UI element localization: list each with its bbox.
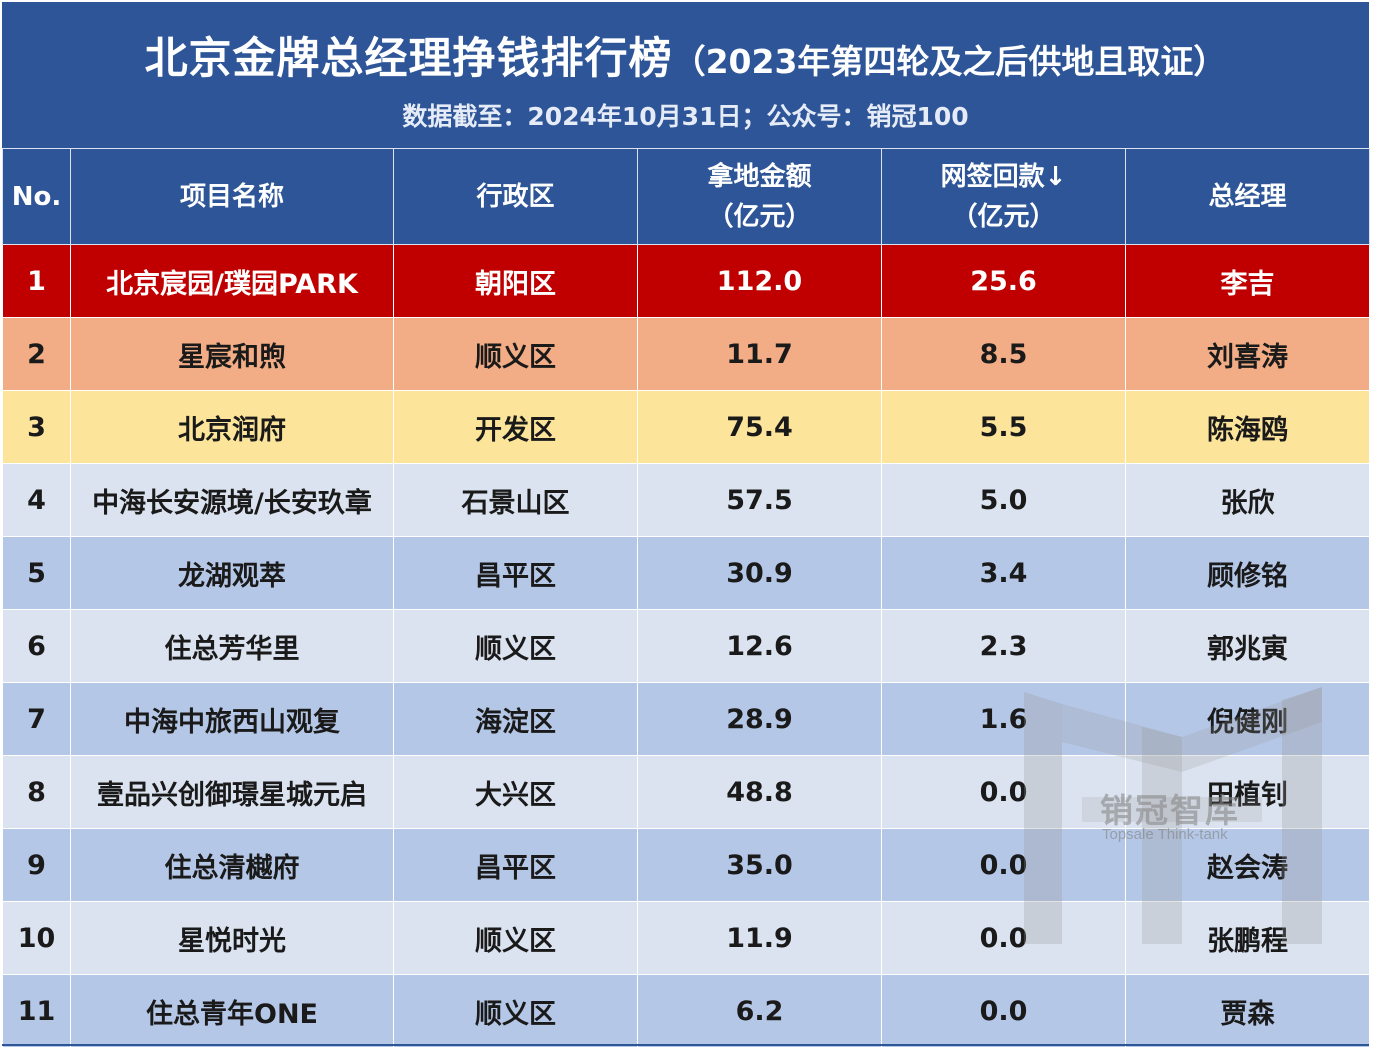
header-payback-unit: （亿元） xyxy=(951,201,1056,232)
general-manager-cell: 陈海鸥 xyxy=(1125,390,1370,464)
title-suffix: （2023年第四轮及之后供地且取证） xyxy=(672,42,1227,81)
land-amount-cell: 30.9 xyxy=(637,536,882,610)
table-row: 4 中海长安源境/长安玖章 石景山区 57.5 5.0 张欣 xyxy=(2,463,1370,537)
payback-amount-cell: 0.0 xyxy=(881,828,1126,902)
project-name-cell: 住总芳华里 xyxy=(70,609,394,683)
project-name-cell: 星宸和煦 xyxy=(70,317,394,391)
land-amount-cell: 28.9 xyxy=(637,682,882,756)
row-no-cell: 2 xyxy=(2,317,71,391)
table-row: 3 北京润府 开发区 75.4 5.5 陈海鸥 xyxy=(2,390,1370,464)
project-name-cell: 中海中旅西山观复 xyxy=(70,682,394,756)
row-no-cell: 8 xyxy=(2,755,71,829)
header-payback-label: 网签回款↓ xyxy=(940,161,1067,192)
land-amount-cell: 112.0 xyxy=(637,244,882,318)
payback-amount-cell: 0.0 xyxy=(881,901,1126,975)
table-row: 5 龙湖观萃 昌平区 30.9 3.4 顾修铭 xyxy=(2,536,1370,610)
general-manager-cell: 郭兆寅 xyxy=(1125,609,1370,683)
table-row: 8 壹品兴创御璟星城元启 大兴区 48.8 0.0 田植钊 xyxy=(2,755,1370,829)
row-no-cell: 1 xyxy=(2,244,71,318)
payback-amount-cell: 0.0 xyxy=(881,755,1126,829)
row-no-cell: 10 xyxy=(2,901,71,975)
page-title: 北京金牌总经理挣钱排行榜 xyxy=(144,34,673,84)
general-manager-cell: 倪健刚 xyxy=(1125,682,1370,756)
project-name-cell: 壹品兴创御璟星城元启 xyxy=(70,755,394,829)
header-no: No. xyxy=(2,148,71,245)
row-no-cell: 7 xyxy=(2,682,71,756)
land-amount-cell: 11.9 xyxy=(637,901,882,975)
table-row: 11 住总青年ONE 顺义区 6.2 0.0 贾森 xyxy=(2,974,1370,1048)
general-manager-cell: 田植钊 xyxy=(1125,755,1370,829)
title-line: 北京金牌总经理挣钱排行榜（2023年第四轮及之后供地且取证） xyxy=(2,24,1369,86)
row-no-cell: 5 xyxy=(2,536,71,610)
header-district: 行政区 xyxy=(393,148,638,245)
district-cell: 石景山区 xyxy=(393,463,638,537)
general-manager-cell: 张欣 xyxy=(1125,463,1370,537)
project-name-cell: 龙湖观萃 xyxy=(70,536,394,610)
row-no-cell: 6 xyxy=(2,609,71,683)
land-amount-cell: 12.6 xyxy=(637,609,882,683)
payback-amount-cell: 8.5 xyxy=(881,317,1126,391)
payback-amount-cell: 3.4 xyxy=(881,536,1126,610)
table-row: 6 住总芳华里 顺义区 12.6 2.3 郭兆寅 xyxy=(2,609,1370,683)
district-cell: 顺义区 xyxy=(393,901,638,975)
title-banner: 北京金牌总经理挣钱排行榜（2023年第四轮及之后供地且取证） 数据截至：2024… xyxy=(2,2,1369,148)
payback-amount-cell: 1.6 xyxy=(881,682,1126,756)
land-amount-cell: 48.8 xyxy=(637,755,882,829)
general-manager-cell: 顾修铭 xyxy=(1125,536,1370,610)
row-no-cell: 4 xyxy=(2,463,71,537)
project-name-cell: 北京宸园/璞园PARK xyxy=(70,244,394,318)
payback-amount-cell: 0.0 xyxy=(881,974,1126,1048)
table-row: 7 中海中旅西山观复 海淀区 28.9 1.6 倪健刚 xyxy=(2,682,1370,756)
general-manager-cell: 赵会涛 xyxy=(1125,828,1370,902)
district-cell: 顺义区 xyxy=(393,609,638,683)
watermark-text: 销冠智库 xyxy=(1100,791,1240,830)
table-row: 2 星宸和煦 顺义区 11.7 8.5 刘喜涛 xyxy=(2,317,1370,391)
header-land-amount-unit: （亿元） xyxy=(707,201,812,232)
general-manager-cell: 贾森 xyxy=(1125,974,1370,1048)
payback-amount-cell: 5.0 xyxy=(881,463,1126,537)
project-name-cell: 住总青年ONE xyxy=(70,974,394,1048)
header-payback[interactable]: 网签回款↓ （亿元） xyxy=(881,148,1126,245)
header-land-amount: 拿地金额 （亿元） xyxy=(637,148,882,245)
district-cell: 开发区 xyxy=(393,390,638,464)
land-amount-cell: 35.0 xyxy=(637,828,882,902)
bottom-border xyxy=(2,1044,1369,1046)
district-cell: 朝阳区 xyxy=(393,244,638,318)
project-name-cell: 住总清樾府 xyxy=(70,828,394,902)
district-cell: 海淀区 xyxy=(393,682,638,756)
payback-amount-cell: 2.3 xyxy=(881,609,1126,683)
table-row: 9 住总清樾府 昌平区 35.0 0.0 赵会涛 xyxy=(2,828,1370,902)
payback-amount-cell: 5.5 xyxy=(881,390,1126,464)
general-manager-cell: 张鹏程 xyxy=(1125,901,1370,975)
data-source-note: 数据截至：2024年10月31日；公众号：销冠100 xyxy=(402,102,969,131)
land-amount-cell: 75.4 xyxy=(637,390,882,464)
general-manager-cell: 李吉 xyxy=(1125,244,1370,318)
payback-amount-cell: 25.6 xyxy=(881,244,1126,318)
land-amount-cell: 11.7 xyxy=(637,317,882,391)
land-amount-cell: 6.2 xyxy=(637,974,882,1048)
table-row: 10 星悦时光 顺义区 11.9 0.0 张鹏程 xyxy=(2,901,1370,975)
header-manager: 总经理 xyxy=(1125,148,1370,245)
watermark-subtext: Topsale Think-tank xyxy=(1102,826,1228,843)
row-no-cell: 9 xyxy=(2,828,71,902)
row-no-cell: 3 xyxy=(2,390,71,464)
project-name-cell: 北京润府 xyxy=(70,390,394,464)
header-land-amount-label: 拿地金额 xyxy=(707,161,812,192)
district-cell: 大兴区 xyxy=(393,755,638,829)
district-cell: 顺义区 xyxy=(393,974,638,1048)
district-cell: 昌平区 xyxy=(393,536,638,610)
table-body: 1 北京宸园/璞园PARK 朝阳区 112.0 25.6 李吉 2 星宸和煦 顺义区 11.7 8.… xyxy=(2,244,1370,1048)
table-row: 1 北京宸园/璞园PARK 朝阳区 112.0 25.6 李吉 xyxy=(2,244,1370,318)
project-name-cell: 中海长安源境/长安玖章 xyxy=(70,463,394,537)
land-amount-cell: 57.5 xyxy=(637,463,882,537)
row-no-cell: 11 xyxy=(2,974,71,1048)
project-name-cell: 星悦时光 xyxy=(70,901,394,975)
header-project: 项目名称 xyxy=(70,148,394,245)
district-cell: 顺义区 xyxy=(393,317,638,391)
general-manager-cell: 刘喜涛 xyxy=(1125,317,1370,391)
table-header-row: No. 项目名称 行政区 拿地金额 （亿元） 网签回款↓ （亿元） 总经理 xyxy=(2,148,1370,245)
district-cell: 昌平区 xyxy=(393,828,638,902)
